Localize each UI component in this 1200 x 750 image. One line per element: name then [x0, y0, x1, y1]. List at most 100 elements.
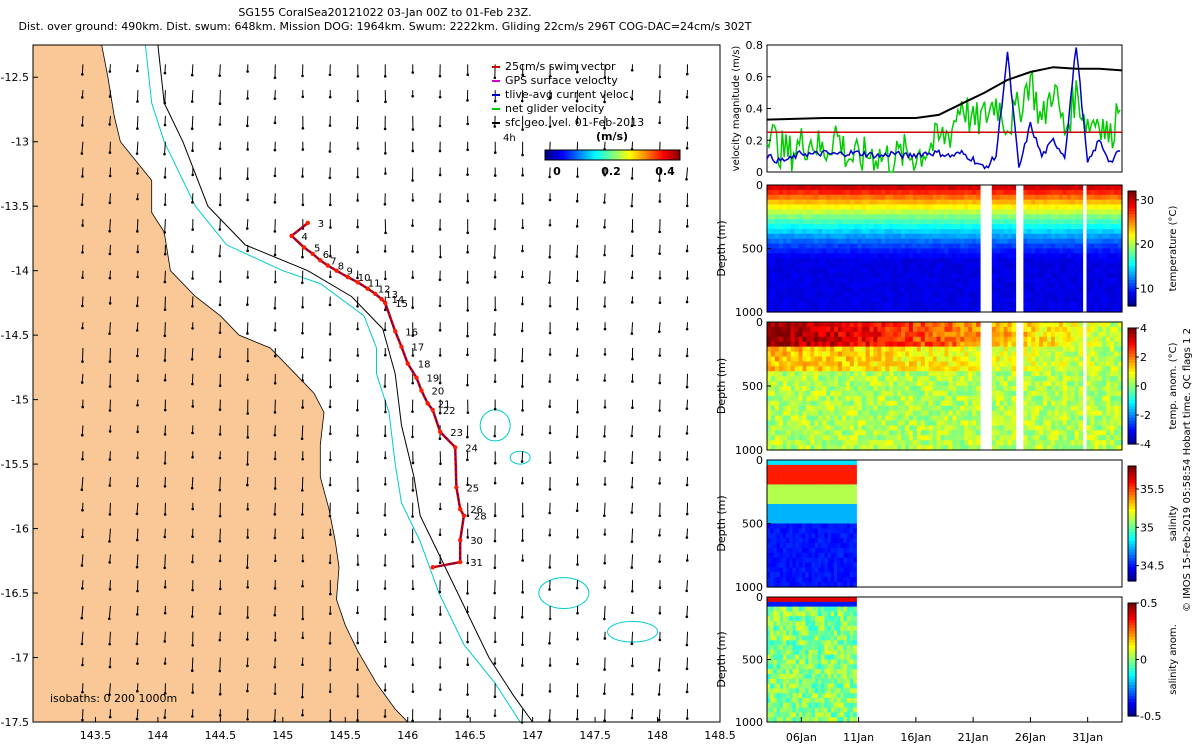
heatmap-cell — [897, 331, 902, 338]
heatmap-cell — [806, 346, 811, 353]
colorbar-cell — [622, 150, 624, 160]
heatmap-cell — [1114, 297, 1119, 303]
heatmap-cell — [889, 371, 894, 377]
heatmap-cell — [814, 435, 819, 441]
heatmap-cell — [928, 351, 934, 357]
heatmap-cell — [952, 302, 957, 308]
heatmap-cell — [770, 282, 776, 289]
current-arrow-head — [630, 301, 634, 304]
heatmap-cell — [818, 199, 823, 206]
heatmap-cell — [1066, 253, 1072, 259]
heatmap-cell — [924, 219, 930, 225]
heatmap-cell — [1102, 189, 1107, 196]
heatmap-cell — [960, 185, 965, 191]
heatmap-cell — [1106, 292, 1111, 298]
heatmap-cell — [924, 238, 930, 245]
heatmap-cell — [794, 326, 800, 333]
heatmap-cell — [893, 356, 898, 362]
current-arrow-head — [466, 122, 470, 126]
heatmap-cell — [806, 297, 811, 303]
heatmap-cell — [928, 238, 934, 245]
heatmap-cell — [853, 420, 859, 426]
heatmap-cell — [857, 395, 863, 402]
heatmap-cell — [932, 263, 938, 269]
heatmap-cell — [889, 219, 894, 225]
heatmap-cell — [778, 415, 784, 421]
heatmap-cell — [1070, 277, 1076, 284]
heatmap-cell — [976, 224, 981, 230]
heatmap-cell — [905, 326, 910, 333]
current-arrow-head — [218, 331, 222, 334]
heatmap-cell — [790, 258, 796, 264]
current-arrow-head — [685, 483, 689, 487]
heatmap-cell — [798, 400, 804, 407]
heatmap-cell — [1043, 199, 1048, 206]
track-label-30: 30 — [470, 536, 483, 547]
colorbar-cell — [1128, 202, 1136, 206]
heatmap-cell — [920, 204, 926, 210]
heatmap-cell — [948, 243, 953, 250]
colorbar-cell — [660, 150, 662, 160]
current-arrow-head — [245, 227, 249, 230]
heatmap-cell — [834, 224, 839, 230]
heatmap-cell — [818, 287, 823, 294]
heatmap-cell — [802, 440, 807, 446]
heatmap-cell — [818, 336, 823, 343]
heatmap-cell — [861, 415, 867, 421]
heatmap-cell — [1086, 229, 1091, 235]
heatmap-cell — [1078, 199, 1084, 206]
heatmap-cell — [818, 302, 823, 308]
current-arrow-head — [411, 690, 415, 693]
current-arrow-head — [658, 121, 661, 125]
heatmap-cell — [956, 346, 961, 353]
heatmap-cell — [952, 307, 957, 313]
heatmap-cell — [924, 185, 930, 191]
heatmap-cell — [881, 263, 886, 269]
current-arrow — [658, 709, 661, 720]
heatmap-cell — [912, 425, 918, 431]
current-arrow-head — [246, 585, 249, 589]
heatmap-cell — [940, 445, 946, 451]
track-label-13: 13 — [385, 290, 398, 301]
heatmap-cell — [798, 322, 804, 328]
heatmap-cell — [885, 268, 890, 274]
current-arrow-head — [163, 408, 167, 412]
heatmap-cell — [924, 253, 930, 259]
heatmap-cell — [952, 229, 957, 235]
heatmap-cell — [948, 341, 953, 348]
heatmap-cell — [873, 356, 878, 362]
heatmap-cell — [802, 199, 807, 206]
heatmap-cell — [960, 219, 965, 225]
heatmap-cell — [1074, 209, 1080, 215]
colorbar-cell — [616, 150, 618, 160]
heatmap-cell — [774, 307, 780, 313]
heatmap-cell — [774, 366, 780, 372]
current-arrow-head — [191, 228, 194, 231]
heatmap-cell — [924, 356, 930, 362]
current-arrow-head — [191, 507, 195, 511]
heatmap-cell — [849, 229, 855, 235]
heatmap-cell — [877, 287, 882, 294]
heatmap-cell — [893, 390, 898, 397]
heatmap-cell — [861, 204, 867, 210]
heatmap-cell — [1078, 219, 1084, 225]
heatmap-cell — [1078, 272, 1084, 279]
heatmap-cell — [841, 341, 847, 348]
heatmap-cell — [944, 386, 949, 392]
heatmap-cell — [924, 366, 930, 372]
heatmap-cell — [873, 336, 878, 343]
heatmap-cell — [1110, 302, 1115, 308]
heatmap-cell — [1007, 224, 1013, 230]
heatmap-cell — [1031, 224, 1036, 230]
heatmap-cell — [1039, 268, 1044, 274]
heatmap-cell — [909, 185, 914, 191]
heatmap-cell — [794, 219, 800, 225]
current-arrow-head — [191, 588, 194, 592]
heatmap-cell — [1090, 199, 1095, 206]
heatmap-cell — [877, 381, 882, 387]
heatmap-cell — [952, 209, 957, 215]
current-arrow-head — [493, 174, 497, 177]
heatmap-cell — [826, 341, 831, 348]
heatmap-cell — [968, 292, 973, 298]
current-arrow-head — [520, 460, 524, 463]
